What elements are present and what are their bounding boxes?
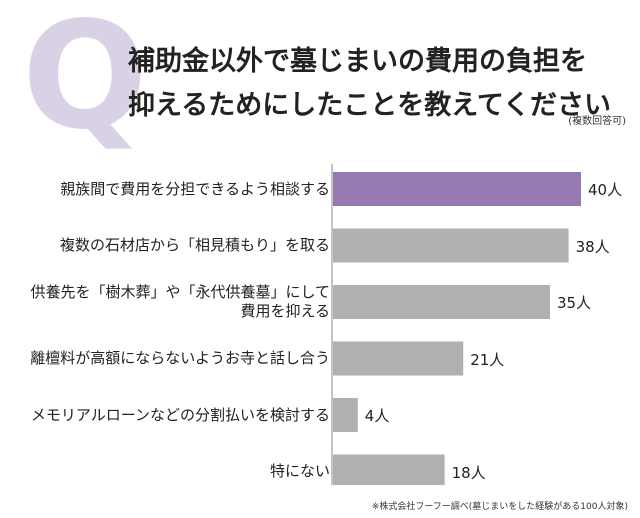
category-label-text-2: 供養先を「樹木葬」や「永代供養墓」にして 費用を抑える xyxy=(30,283,330,321)
category-label-2: 供養先を「樹木葬」や「永代供養墓」にして 費用を抑える xyxy=(10,283,330,321)
category-label-text-5: 特にない xyxy=(270,462,330,481)
bar-5 xyxy=(333,454,445,485)
category-label-text-0: 親族間で費用を分担できるよう相談する xyxy=(60,180,330,199)
bar-4 xyxy=(333,398,358,432)
category-label-text-3: 離檀料が高額にならないようお寺と話し合う xyxy=(30,349,330,368)
category-label-0: 親族間で費用を分担できるよう相談する xyxy=(10,172,330,206)
value-label-0: 40人 xyxy=(588,181,623,199)
value-label-1: 38人 xyxy=(575,237,610,256)
value-label-4: 4人 xyxy=(364,407,390,425)
title-line-1: 補助金以外で墓じまいの費用の負担を xyxy=(128,46,587,77)
footnote: ※株式会社フーフー調べ(墓じまいをした経験がある100人対象) xyxy=(371,502,628,512)
category-label-5: 特にない xyxy=(10,455,330,489)
category-label-line: 複数の石材店から「相見積もり」を取る xyxy=(59,236,330,254)
category-label-line: 離檀料が高額にならないようお寺と話し合う xyxy=(30,349,330,367)
category-label-1: 複数の石材店から「相見積もり」を取る xyxy=(10,229,330,263)
category-label-text-1: 複数の石材店から「相見積もり」を取る xyxy=(60,236,330,255)
value-label-5: 18人 xyxy=(451,463,486,482)
q-mark: Q xyxy=(22,0,148,162)
value-label-3: 21人 xyxy=(470,350,505,369)
category-label-line: 費用を抑える xyxy=(240,302,330,320)
category-label-3: 離檀料が高額にならないようお寺と話し合う xyxy=(10,342,330,376)
value-label-2: 35人 xyxy=(557,294,592,312)
category-label-line: 特にない xyxy=(269,462,330,480)
bar-chart-svg xyxy=(331,164,581,485)
multiple-answers-note: (複数回答可) xyxy=(568,116,626,127)
bar-2 xyxy=(333,285,550,319)
category-label-line: 供養先を「樹木葬」や「永代供養墓」にして xyxy=(30,283,330,301)
question-title: 補助金以外で墓じまいの費用の負担を 抑えるためにしたことを教えてください xyxy=(128,40,628,128)
title-line-2: 抑えるためにしたことを教えてください xyxy=(128,90,612,121)
bar-0 xyxy=(333,172,581,206)
bar-3 xyxy=(333,341,464,376)
category-label-text-4: メモリアルローンなどの分割払いを検討する xyxy=(31,406,330,425)
category-label-line: メモリアルローンなどの分割払いを検討する xyxy=(30,405,330,424)
bar-chart: 親族間で費用を分担できるよう相談する 40人複数の石材店から「相見積もり」を取る 3… xyxy=(0,160,640,485)
category-label-line: 親族間で費用を分担できるよう相談する xyxy=(60,179,330,198)
category-label-4: メモリアルローンなどの分割払いを検討する xyxy=(10,398,330,432)
bar-1 xyxy=(333,228,569,263)
